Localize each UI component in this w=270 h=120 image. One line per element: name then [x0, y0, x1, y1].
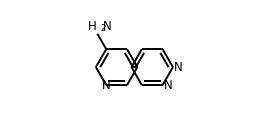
Text: H: H	[88, 20, 97, 33]
Text: N: N	[102, 79, 111, 92]
Text: N: N	[103, 20, 112, 33]
Text: N: N	[174, 61, 183, 74]
Text: 2: 2	[100, 24, 105, 33]
Text: N: N	[164, 79, 173, 92]
